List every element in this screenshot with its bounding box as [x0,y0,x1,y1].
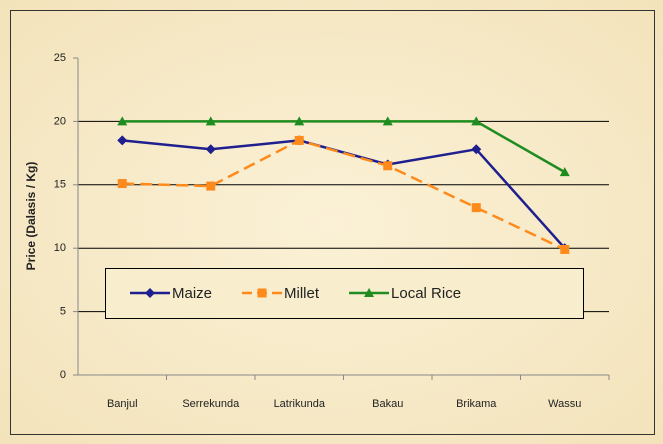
marker [257,288,267,298]
y-axis-label: Price (Dalasis / Kg) [24,162,38,271]
x-tick-label: Banjul [107,398,138,410]
marker [205,116,216,126]
marker [294,135,304,145]
marker [206,181,216,191]
series-line [122,139,566,250]
y-tick-label: 10 [54,242,66,254]
marker [471,203,481,213]
chart-border [10,10,655,435]
legend-label: Maize [172,285,212,302]
series-line [122,139,566,251]
marker [560,244,570,254]
series-line [122,120,566,174]
x-tick-label: Bakau [372,398,403,410]
x-tick-label: Latrikunda [274,398,326,410]
legend-label: Local Rice [391,285,461,302]
marker [294,116,305,126]
x-tick-label: Wassu [548,398,581,410]
marker [117,116,128,126]
y-tick-label: 25 [54,52,66,64]
marker [117,179,127,189]
marker [145,288,155,298]
y-tick-label: 0 [60,369,66,381]
legend: Maize Millet Local Rice [105,268,584,319]
marker [559,167,570,177]
y-tick-label: 20 [54,115,66,127]
marker [364,288,375,297]
marker [471,116,482,126]
y-tick-label: 5 [60,306,66,318]
x-tick-label: Brikama [456,398,497,410]
marker [205,144,216,155]
marker [382,116,393,126]
legend-box [105,268,584,319]
marker [471,144,482,155]
legend-label: Millet [284,285,320,302]
marker [117,135,128,146]
x-tick-label: Serrekunda [182,398,240,410]
marker [383,161,393,171]
y-tick-label: 15 [54,179,66,191]
